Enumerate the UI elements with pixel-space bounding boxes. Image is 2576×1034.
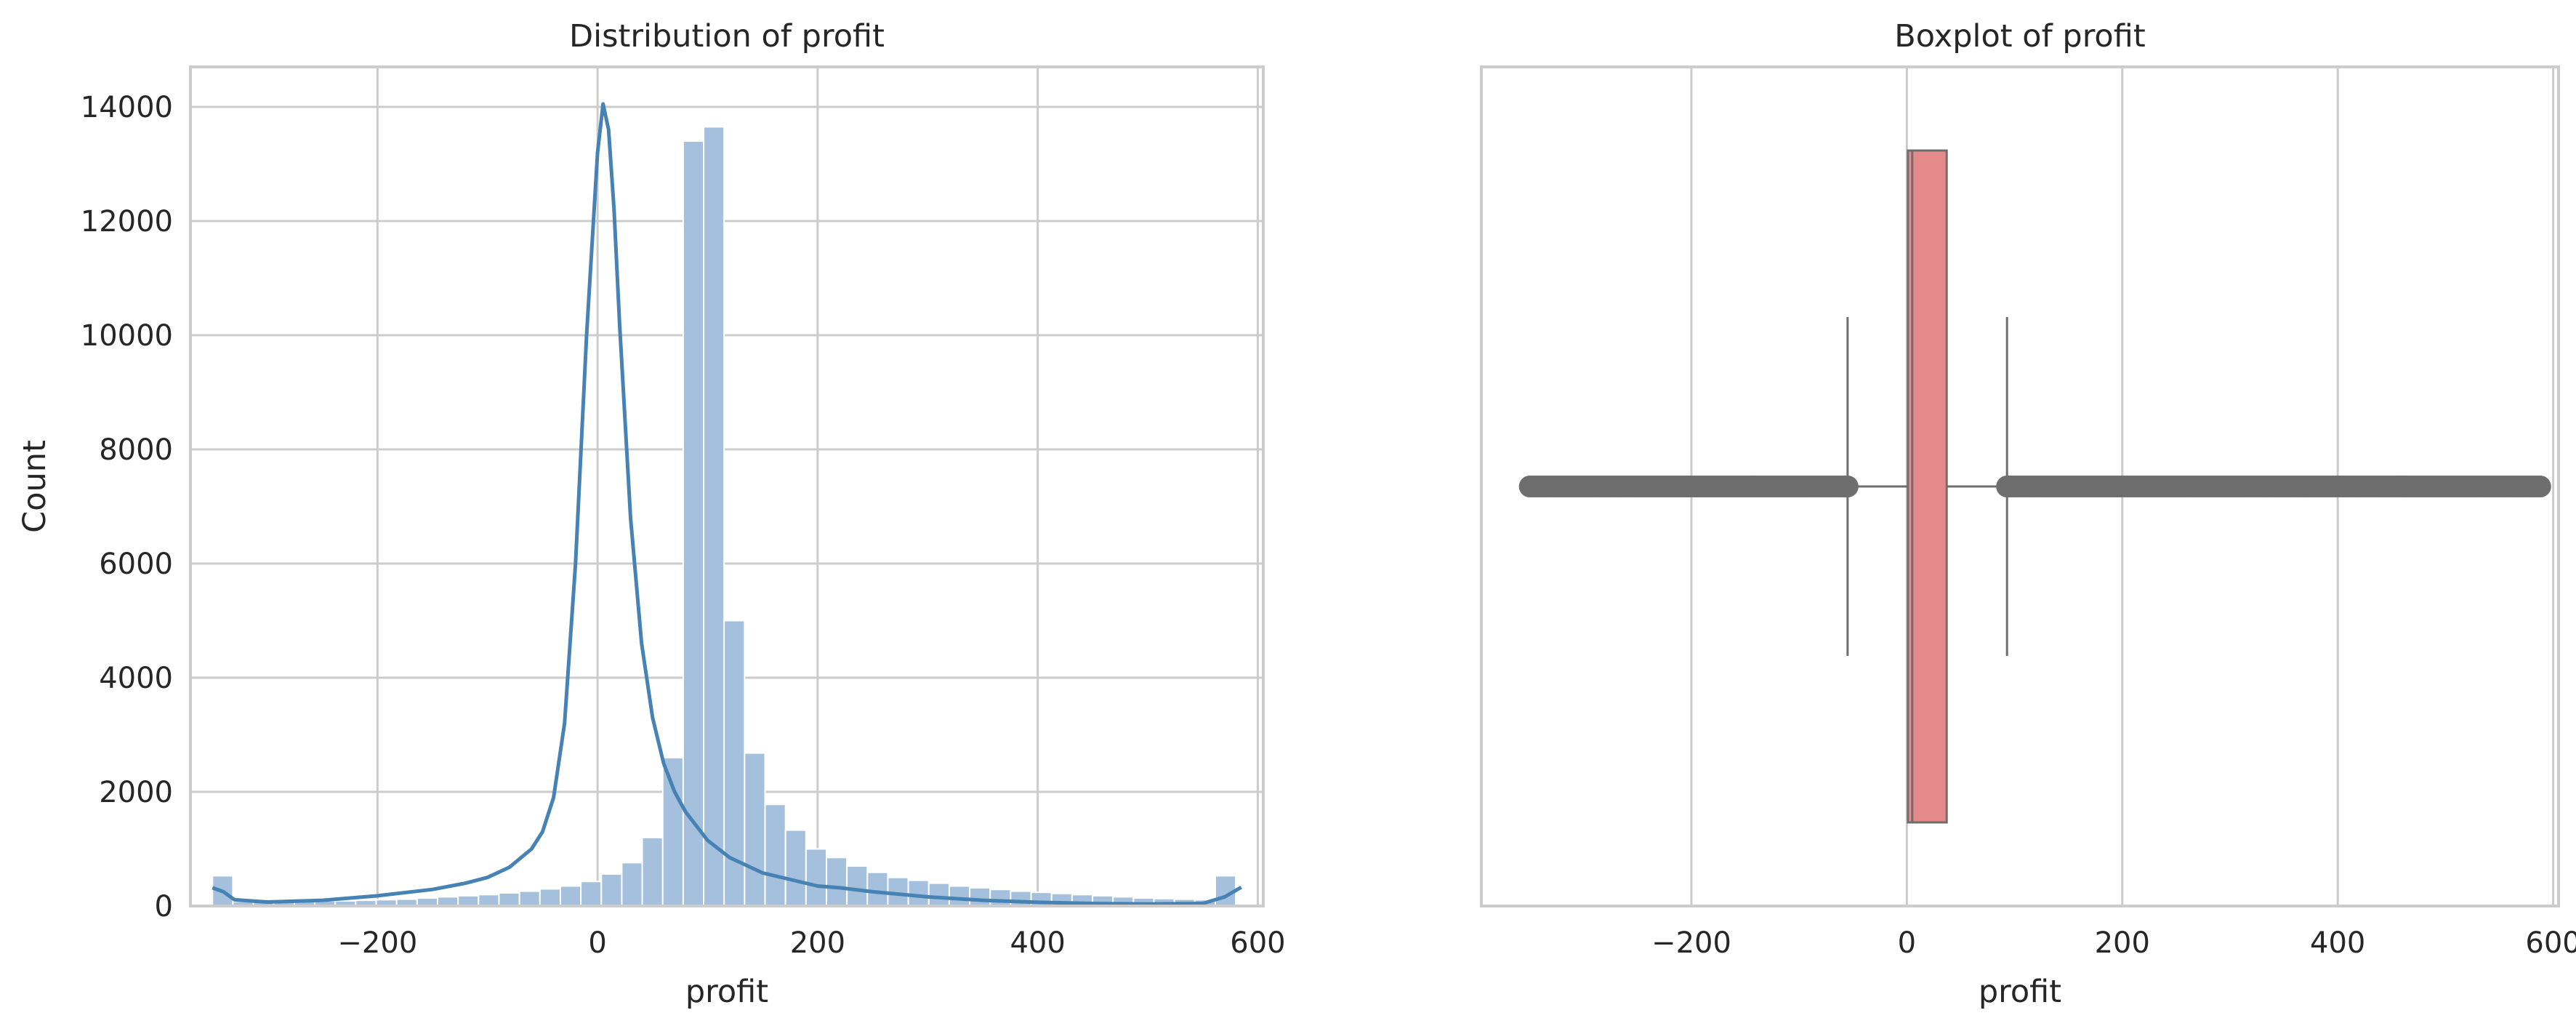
x-tick-label: 400 [1010, 926, 1065, 960]
histogram-bar [539, 888, 561, 907]
outlier-point [2529, 476, 2551, 497]
x-tick-label: 600 [2525, 926, 2576, 960]
histogram-bar [907, 879, 930, 907]
histogram-x-axis-label: profit [685, 974, 768, 1010]
kde-curve [212, 102, 1242, 906]
boxplot-box [1907, 149, 1948, 824]
histogram-bar [846, 865, 869, 907]
histogram-bar [580, 881, 603, 907]
histogram-bar [866, 871, 889, 907]
histogram-bar [927, 882, 950, 907]
y-tick-label: 14000 [81, 91, 173, 124]
boxplot-x-tick-labels: −200 0 200 400 600 [1651, 926, 2576, 960]
histogram-bar [457, 894, 480, 907]
boxplot-panel: −200 0 200 400 600 Boxplot of profit profit [1480, 18, 2576, 1010]
histogram-bar [621, 862, 643, 907]
x-tick-label: −200 [337, 926, 417, 960]
histogram-bar [805, 848, 828, 907]
y-tick-label: 2000 [99, 776, 173, 809]
x-tick-label: 0 [588, 926, 606, 960]
x-tick-label: −200 [1651, 926, 1731, 960]
histogram-bar [682, 140, 705, 907]
histogram-bar [559, 885, 582, 907]
x-tick-label: 200 [790, 926, 845, 960]
histogram-y-tick-labels: 0 2000 4000 6000 8000 10000 12000 14000 [81, 91, 173, 923]
outlier-point [1836, 476, 1859, 497]
x-tick-label: 400 [2310, 926, 2365, 960]
boxplot-outliers [1518, 476, 2551, 497]
histogram-bar [498, 891, 520, 907]
boxplot-title: Boxplot of profit [1894, 18, 2145, 55]
histogram-axes-frame [189, 65, 1265, 907]
histogram-bar [518, 890, 541, 907]
histogram-bar [826, 857, 848, 907]
boxplot-x-axis-label: profit [1979, 974, 2061, 1010]
histogram-x-gridlines [376, 67, 1259, 906]
x-tick-label: 200 [2095, 926, 2150, 960]
y-tick-label: 4000 [99, 662, 173, 695]
histogram-bar [969, 886, 991, 907]
boxplot-axes-frame [1480, 65, 2560, 907]
y-tick-label: 10000 [81, 319, 173, 353]
histogram-bar [478, 894, 500, 907]
histogram-bar [1010, 890, 1032, 907]
histogram-title: Distribution of profit [569, 18, 885, 55]
y-tick-label: 12000 [81, 205, 173, 239]
histogram-panel: −200 0 200 400 600 0 2000 4000 6000 8000 10000 120… [17, 18, 1286, 1010]
histogram-bar [703, 126, 725, 907]
histogram-bar [600, 873, 623, 907]
x-tick-label: 0 [1898, 926, 1916, 960]
histogram-bars [212, 126, 1237, 907]
histogram-bar [641, 836, 664, 907]
histogram-y-axis-label: Count [17, 440, 53, 533]
histogram-bar [784, 829, 807, 907]
histogram-bar [744, 752, 766, 907]
y-tick-label: 8000 [99, 433, 173, 467]
y-tick-label: 0 [155, 890, 173, 923]
histogram-bar [764, 803, 786, 907]
x-tick-label: 600 [1230, 926, 1285, 960]
histogram-bar [661, 756, 684, 907]
histogram-x-tick-labels: −200 0 200 400 600 [337, 926, 1285, 960]
histogram-bar [989, 889, 1012, 907]
y-tick-label: 6000 [99, 548, 173, 581]
histogram-bar [948, 885, 971, 907]
